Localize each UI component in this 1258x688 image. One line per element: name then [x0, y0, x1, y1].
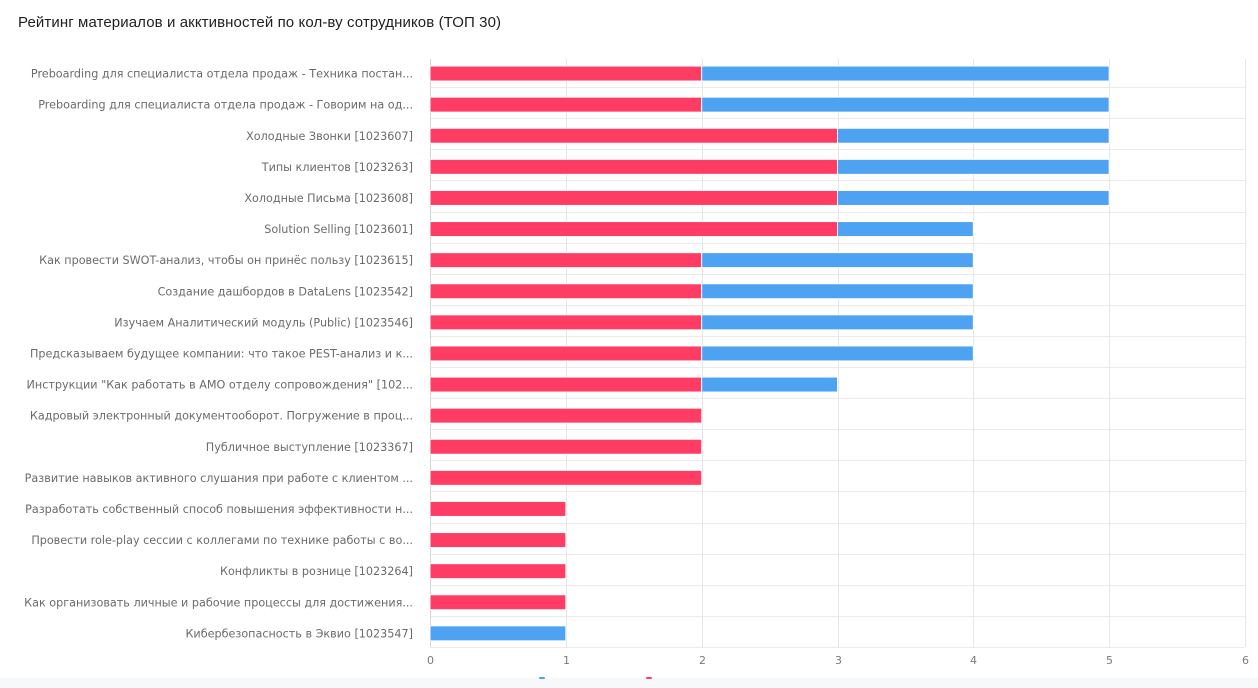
category-label: Кибербезопасность в Эквио [1023547] — [185, 627, 413, 640]
grid-layer — [430, 59, 1246, 648]
category-label: Провести role-play сессии с коллегами по… — [31, 534, 413, 547]
category-label: Холодные Звонки [1023607] — [246, 130, 413, 143]
bar-segment-blue — [701, 283, 974, 300]
category-labels: Preboarding для специалиста отдела прода… — [24, 68, 413, 641]
bar-segment-red — [429, 376, 703, 393]
bar-segment-red — [429, 189, 838, 206]
category-label: Типы клиентов [1023263] — [261, 161, 413, 174]
bar-segment-blue — [837, 127, 1110, 144]
bar-segment-blue — [701, 314, 974, 331]
bar-segment-blue — [701, 252, 974, 269]
bar-segment-blue — [701, 345, 974, 362]
bar-segment-red — [429, 65, 703, 82]
bar-segment-red — [429, 127, 838, 144]
bar-segment-red — [429, 407, 703, 424]
bar-segment-red — [429, 469, 703, 486]
bar-segment-red — [429, 158, 838, 175]
bar-segment-blue — [429, 625, 567, 642]
x-tick-label: 4 — [970, 654, 977, 667]
x-tick-label: 5 — [1106, 654, 1113, 667]
bar-segment-red — [429, 594, 567, 611]
bar-segment-red — [429, 283, 703, 300]
bar-segment-blue — [701, 376, 839, 393]
bar-segment-red — [429, 221, 838, 238]
bar-segment-blue — [837, 221, 974, 238]
legend-marker-blue[interactable] — [539, 677, 545, 679]
category-label: Как провести SWOT-анализ, чтобы он принё… — [39, 254, 413, 267]
x-tick-label: 2 — [699, 654, 706, 667]
category-label: Preboarding для специалиста отдела прода… — [31, 68, 413, 81]
bar-segment-red — [429, 314, 703, 331]
category-label: Как организовать личные и рабочие процес… — [24, 596, 413, 609]
bar-segment-red — [429, 500, 567, 517]
category-label: Инструкции "Как работать в АМО отделу со… — [27, 379, 413, 392]
bar-segment-blue — [701, 96, 1110, 113]
category-label: Развитие навыков активного слушания при … — [25, 472, 413, 485]
x-tick-labels: 0 1 2 3 4 5 6 — [427, 654, 1249, 667]
category-label: Публичное выступление [1023367] — [206, 441, 413, 454]
category-label: Preboarding для специалиста отдела прода… — [38, 99, 413, 112]
bar-segment-red — [429, 532, 567, 549]
x-tick-label: 0 — [427, 654, 434, 667]
x-tick-label: 6 — [1242, 654, 1249, 667]
bar-layer — [429, 65, 1110, 642]
chart-title: Рейтинг материалов и акктивностей по кол… — [18, 14, 502, 31]
category-label: Кадровый электронный документооборот. По… — [30, 410, 413, 423]
bar-segment-blue — [701, 65, 1110, 82]
category-label: Разработать собственный способ повышения… — [25, 503, 413, 516]
category-label: Создание дашбордов в DataLens [1023542] — [158, 285, 413, 298]
bar-segment-red — [429, 438, 703, 455]
footer-strip — [0, 678, 1258, 688]
legend-marker-red[interactable] — [646, 677, 652, 679]
category-label: Предсказываем будущее компании: что тако… — [30, 347, 413, 360]
bar-segment-red — [429, 252, 703, 269]
bar-segment-red — [429, 96, 703, 113]
bar-segment-red — [429, 563, 567, 580]
x-tick-label: 3 — [835, 654, 842, 667]
bar-segment-blue — [837, 189, 1110, 206]
category-label: Холодные Письма [1023608] — [244, 192, 413, 205]
bar-segment-red — [429, 345, 703, 362]
category-label: Конфликты в рознице [1023264] — [220, 565, 413, 578]
category-label: Изучаем Аналитический модуль (Public) [1… — [114, 316, 413, 329]
x-tick-label: 1 — [563, 654, 570, 667]
category-label: Solution Selling [1023601] — [264, 223, 413, 236]
bar-segment-blue — [837, 158, 1110, 175]
